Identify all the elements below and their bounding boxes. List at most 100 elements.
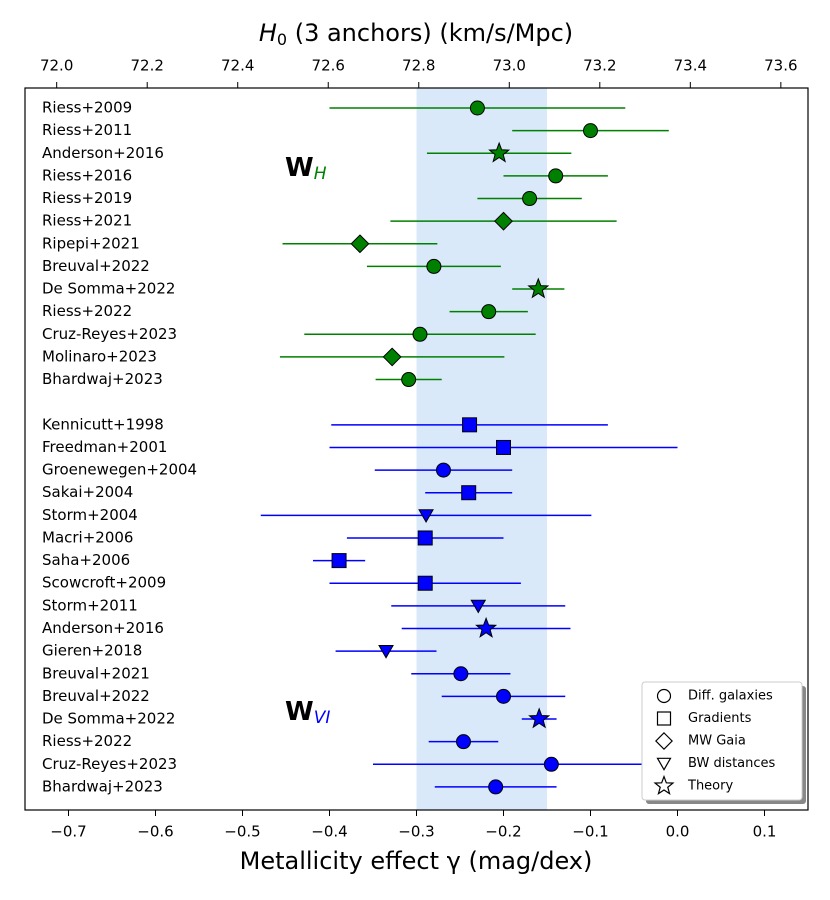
x-tick-label: −0.6 [137,823,173,841]
category-label: Macri+2006 [42,528,133,546]
point [378,645,394,659]
point [496,439,511,455]
category-label: Saha+2006 [42,551,130,569]
point [426,258,442,274]
point [548,168,564,184]
legend-marker [656,757,672,771]
point [455,734,471,750]
point [488,779,504,795]
category-label: Anderson+2016 [42,619,164,637]
category-label: Ripepi+2021 [42,234,140,252]
point [527,277,550,299]
category-label: Bhardwaj+2023 [42,777,163,795]
x-tick-label: 0.0 [666,823,690,841]
point [453,666,469,682]
category-label: Breuval+2022 [42,687,150,705]
point [583,123,598,139]
category-label: De Somma+2022 [42,710,175,728]
group-label-main: W [285,697,314,727]
x-tick-label: −0.7 [50,823,86,841]
x2-title-main: H [259,19,277,47]
category-label: Groenewegen+2004 [42,461,197,479]
point [494,211,513,231]
legend-marker [656,688,672,704]
legend-label: Gradients [688,711,752,726]
x-tick-label: −0.2 [485,823,521,841]
point [418,509,434,523]
x2-tick-label: 72.0 [40,57,73,75]
legend-marker [656,711,672,726]
category-label: Breuval+2021 [42,664,150,682]
category-label: Freedman+2001 [42,438,167,456]
category-label: Gieren+2018 [42,642,142,660]
point [435,462,451,478]
legend-marker [655,732,673,750]
x-tick-label: 0.1 [753,823,777,841]
x2-tick-label: 72.6 [312,57,345,75]
point [462,417,478,433]
x-tick-label: −0.5 [224,823,260,841]
point [382,347,402,367]
point [401,372,417,388]
group-label: WH [285,153,327,185]
x2-axis-title: H0 (3 anchors) (km/s/Mpc) [259,19,573,49]
band [416,88,547,810]
legend [641,681,803,801]
group-label-sub: H [314,164,327,184]
category-label: Cruz-Reyes+2023 [42,325,177,343]
point [481,304,497,320]
x2-title-rest: (3 anchors) (km/s/Mpc) [287,19,573,47]
point [496,688,511,704]
category-label: Breuval+2022 [42,257,150,275]
point [469,100,485,116]
point [331,553,347,569]
category-label: Riess+2022 [42,732,132,750]
legend-label: Theory [687,779,733,794]
x2-tick-label: 73.0 [493,57,526,75]
legend-label: BW distances [688,756,776,771]
x-tick-label: −0.3 [398,823,434,841]
point [528,707,551,729]
category-label: Molinaro+2023 [42,347,157,365]
point [488,141,511,163]
category-label: Storm+2011 [42,596,138,614]
category-label: Anderson+2016 [42,144,164,162]
x2-tick-label: 73.6 [764,57,797,75]
category-label: Riess+2009 [42,99,132,117]
point [417,575,433,591]
group-label: WVI [285,697,330,729]
x2-tick-label: 72.2 [130,57,163,75]
plot-frame [24,87,809,811]
legend-marker [653,774,675,796]
point [543,756,559,772]
x2-tick-label: 73.4 [674,57,707,75]
category-label: Cruz-Reyes+2023 [42,755,177,773]
category-label: De Somma+2022 [42,280,175,298]
category-label: Riess+2019 [42,189,132,207]
point [475,616,498,638]
category-label: Scowcroft+2009 [42,574,166,592]
category-label: Riess+2011 [42,121,132,139]
category-label: Bhardwaj+2023 [42,370,163,388]
group-label-main: W [285,153,314,183]
category-label: Sakai+2004 [42,483,133,501]
category-label: Storm+2004 [42,506,138,524]
legend-label: Diff. galaxies [688,689,773,704]
x2-tick-label: 73.2 [583,57,616,75]
point [522,191,538,207]
x2-title-sub: 0 [277,30,287,49]
category-label: Kennicutt+1998 [42,415,164,433]
point [350,234,370,254]
x2-tick-label: 72.4 [221,57,254,75]
point [470,599,487,614]
x2-tick-label: 72.8 [402,57,435,75]
point [461,485,477,501]
point [417,530,433,546]
category-label: Riess+2022 [42,302,132,320]
x-axis-title: Metallicity effect γ (mag/dex) [240,847,593,875]
x-tick-label: −0.4 [311,823,347,841]
group-label-sub: VI [314,708,331,728]
category-label: Riess+2016 [42,166,132,184]
legend-label: MW Gaia [688,734,746,749]
